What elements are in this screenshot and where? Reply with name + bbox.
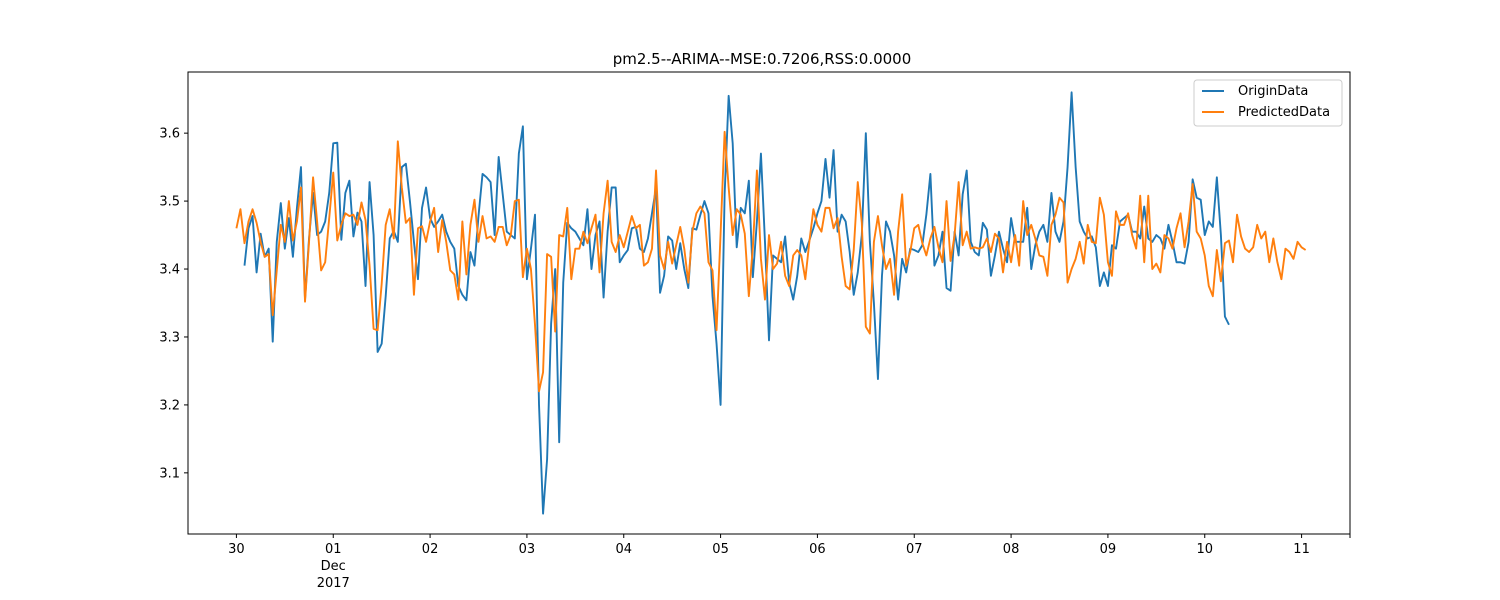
x-tick-label: 03 <box>519 542 536 557</box>
x-tick-label: 01 <box>325 542 342 557</box>
plot-frame <box>187 71 1351 535</box>
series-line-origin <box>243 91 1230 515</box>
x-axis: 30 01 02 03 04 05 06 07 08 09 10 11 Dec 2017 <box>228 534 1351 591</box>
x-tick-label: 09 <box>1100 542 1117 557</box>
y-tick-label: 3.3 <box>159 330 180 345</box>
x-tick-label: 10 <box>1196 542 1213 557</box>
y-tick-label: 3.5 <box>159 195 180 210</box>
y-tick-label: 3.4 <box>159 263 180 278</box>
x-tick-sublabel: Dec <box>321 559 346 574</box>
x-tick-label: 06 <box>809 542 826 557</box>
x-tick-label: 02 <box>422 542 439 557</box>
y-tick-label: 3.2 <box>159 398 180 413</box>
x-tick-label: 05 <box>712 542 729 557</box>
legend-label-predicted: PredictedData <box>1238 105 1330 120</box>
x-tick-label: 08 <box>1003 542 1020 557</box>
x-tick-sublabel: 2017 <box>317 576 350 591</box>
y-tick-label: 3.6 <box>159 127 180 142</box>
chart-title: pm2.5--ARIMA--MSE:0.7206,RSS:0.0000 <box>613 50 912 68</box>
legend-box <box>1193 79 1343 127</box>
y-tick-label: 3.1 <box>159 466 180 481</box>
x-tick-label: 11 <box>1293 542 1310 557</box>
legend: OriginData PredictedData <box>1193 79 1343 127</box>
legend-label-origin: OriginData <box>1238 84 1308 99</box>
x-tick-label: 07 <box>906 542 923 557</box>
series-layer <box>235 91 1307 515</box>
x-tick-label: 30 <box>228 542 245 557</box>
series-line-predicted <box>235 130 1307 393</box>
x-tick-label: 04 <box>615 542 632 557</box>
y-axis: 3.1 3.2 3.3 3.4 3.5 3.6 <box>159 127 188 481</box>
